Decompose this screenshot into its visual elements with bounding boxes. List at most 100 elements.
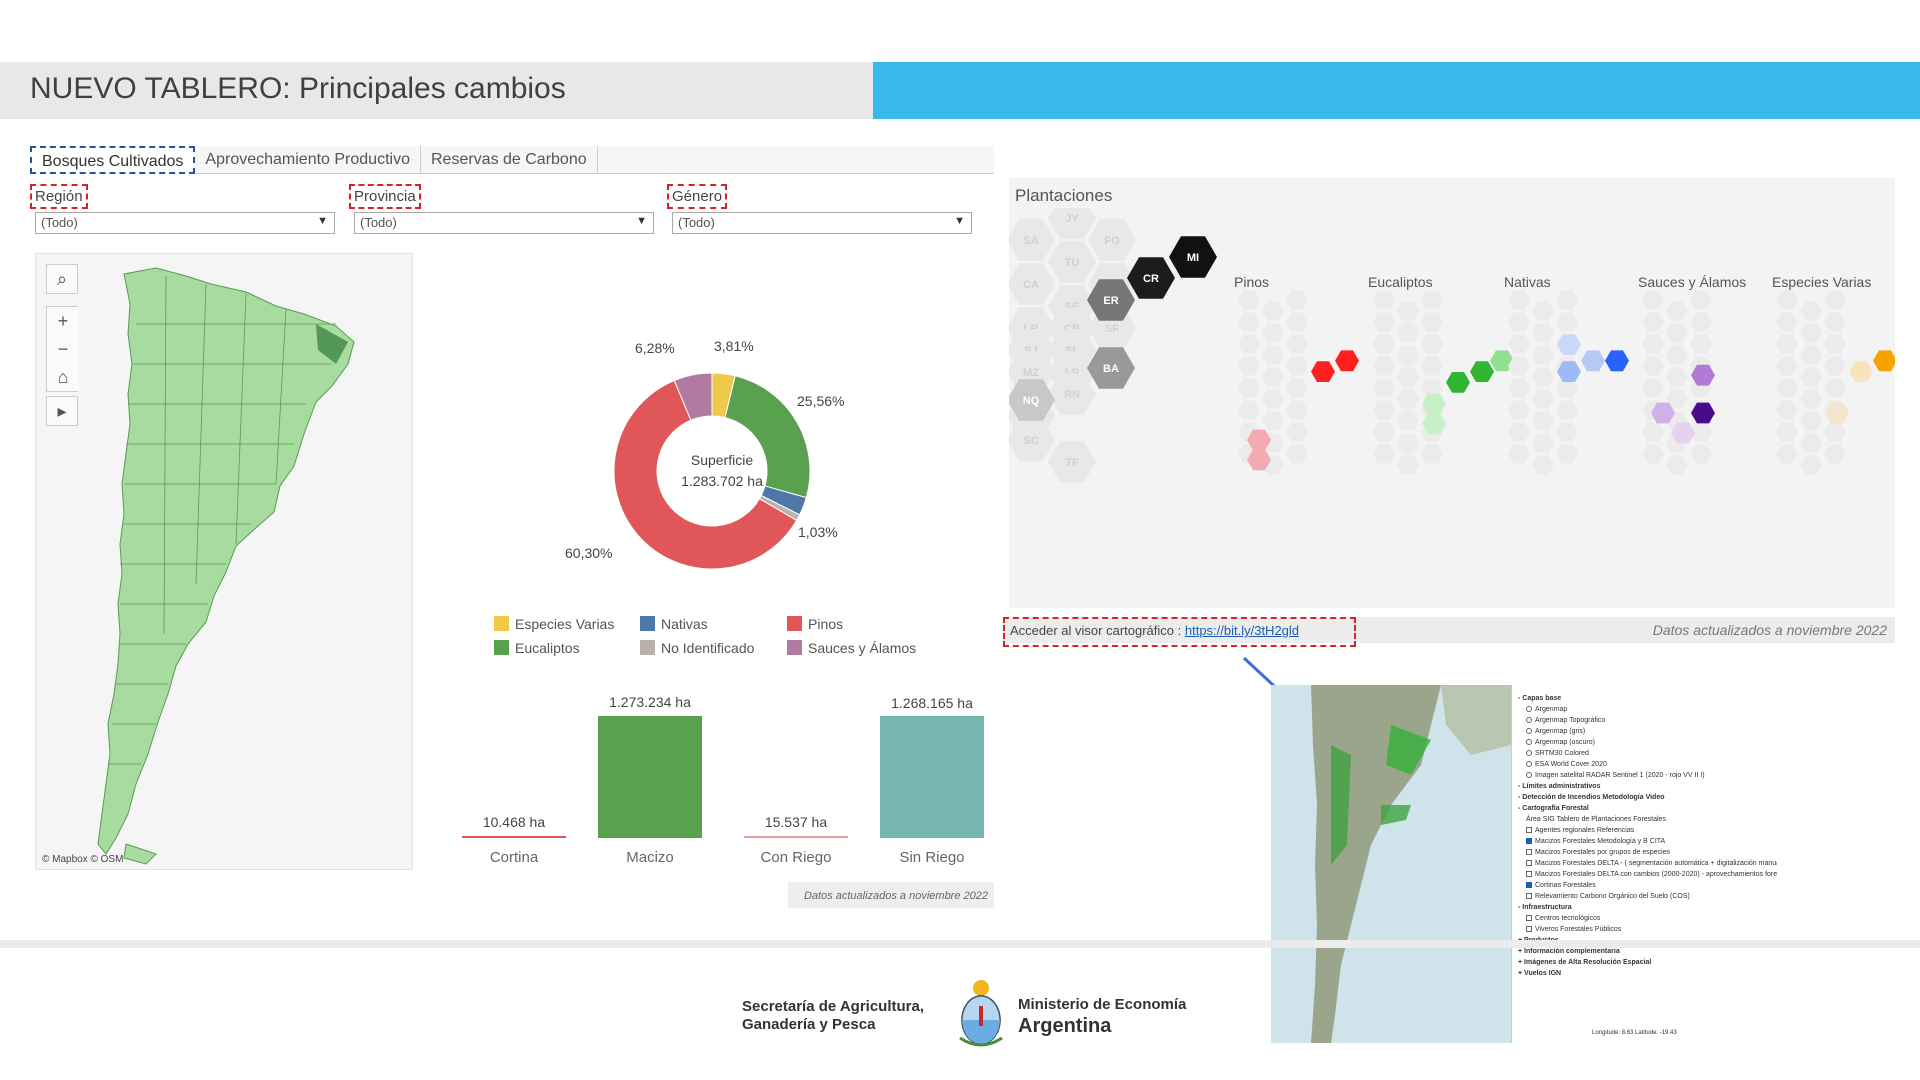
hex-cell[interactable] [1532, 323, 1554, 343]
hex-province-er[interactable] [1087, 279, 1135, 321]
zoom-in-icon[interactable]: + [47, 307, 79, 335]
hex-cell[interactable] [1421, 378, 1443, 398]
hex-cell[interactable] [1286, 444, 1308, 464]
tab-bosques-cultivados[interactable]: Bosques Cultivados [30, 146, 196, 174]
visor-link[interactable]: https://bit.ly/3tH2gld [1184, 623, 1300, 638]
hex-cell[interactable] [1776, 356, 1798, 376]
radio-icon[interactable] [1526, 761, 1532, 767]
checkbox-icon[interactable] [1526, 915, 1532, 921]
hex-cell[interactable] [1642, 356, 1664, 376]
hex-cell[interactable] [1397, 345, 1419, 365]
hex-cell[interactable] [1776, 444, 1798, 464]
visor-layer-item[interactable]: ESA World Cover 2020 [1518, 759, 1777, 770]
hex-cell-value[interactable] [1335, 350, 1359, 372]
hex-cell-value[interactable] [1557, 334, 1581, 355]
hex-cell[interactable] [1642, 290, 1664, 310]
hex-cell[interactable] [1238, 312, 1260, 332]
hex-cell-value[interactable] [1825, 402, 1849, 424]
hex-cell[interactable] [1373, 334, 1395, 354]
hex-cell[interactable] [1824, 422, 1846, 442]
hex-province-nq[interactable] [1009, 379, 1055, 421]
hex-cell-value[interactable] [1873, 350, 1895, 372]
hex-cell[interactable] [1690, 290, 1712, 310]
hex-cell[interactable] [1286, 290, 1308, 310]
hex-cell[interactable] [1508, 444, 1530, 464]
hex-cell[interactable] [1800, 433, 1822, 453]
tab-aprovechamiento-productivo[interactable]: Aprovechamiento Productivo [195, 146, 421, 174]
hex-cell[interactable] [1286, 334, 1308, 354]
hex-cell[interactable] [1666, 389, 1688, 409]
hex-cell-value[interactable] [1247, 429, 1271, 451]
hex-cell[interactable] [1508, 312, 1530, 332]
hex-province-faded[interactable] [1048, 208, 1096, 239]
hex-cell[interactable] [1373, 444, 1395, 464]
hex-cell-value[interactable] [1446, 372, 1470, 393]
hex-cell[interactable] [1262, 411, 1284, 431]
hex-province-faded[interactable] [1009, 419, 1055, 461]
search-icon[interactable]: ⌕ [46, 264, 78, 294]
visor-layer-item[interactable]: Macizos Forestales por grupos de especie… [1518, 847, 1777, 858]
hex-cell[interactable] [1262, 389, 1284, 409]
visor-layer-item[interactable]: Macizos Forestales DELTA con cambios (20… [1518, 869, 1777, 880]
play-icon[interactable]: ▸ [46, 396, 78, 426]
hex-cell[interactable] [1238, 378, 1260, 398]
hex-cell[interactable] [1690, 334, 1712, 354]
checkbox-icon[interactable] [1526, 849, 1532, 855]
donut-slice-eucaliptos[interactable] [724, 375, 811, 499]
visor-layer-item[interactable]: Relevamiento Carbono Orgánico del Suelo … [1518, 891, 1777, 902]
hex-cell[interactable] [1262, 345, 1284, 365]
hex-cell[interactable] [1508, 334, 1530, 354]
visor-layer-item[interactable]: Macizos Forestales Metodología y B CITA [1518, 836, 1777, 847]
hex-cell[interactable] [1373, 378, 1395, 398]
visor-section-head[interactable]: + Vuelos IGN [1518, 970, 1562, 977]
hex-cell[interactable] [1824, 334, 1846, 354]
hex-cell-value[interactable] [1581, 350, 1605, 372]
hex-cell[interactable] [1800, 345, 1822, 365]
visor-section-head[interactable]: - Cartografía Forestal [1518, 805, 1589, 812]
hex-cell[interactable] [1642, 444, 1664, 464]
hex-cell[interactable] [1421, 356, 1443, 376]
hex-cell[interactable] [1556, 312, 1578, 332]
visor-layer-item[interactable]: Centros tecnológicos [1518, 913, 1777, 924]
legend-item-eucaliptos[interactable]: Eucaliptos [494, 640, 580, 656]
hex-cell[interactable] [1421, 290, 1443, 310]
hex-cell[interactable] [1397, 389, 1419, 409]
hex-cell[interactable] [1824, 312, 1846, 332]
hex-cell[interactable] [1397, 301, 1419, 321]
hex-cell[interactable] [1532, 411, 1554, 431]
visor-section-head[interactable]: - Infraestructura [1518, 904, 1572, 911]
checkbox-icon[interactable] [1526, 860, 1532, 866]
radio-icon[interactable] [1526, 717, 1532, 723]
hex-cell[interactable] [1642, 334, 1664, 354]
visor-layer-item[interactable]: Argenmap Topográfico [1518, 715, 1777, 726]
hex-cell[interactable] [1824, 290, 1846, 310]
checkbox-icon[interactable] [1526, 893, 1532, 899]
legend-item-sauces-y-alamos[interactable]: Sauces y Álamos [787, 640, 916, 656]
radio-icon[interactable] [1526, 750, 1532, 756]
hex-cell[interactable] [1238, 290, 1260, 310]
hex-cell[interactable] [1508, 400, 1530, 420]
hex-cell[interactable] [1421, 444, 1443, 464]
hex-cell[interactable] [1238, 400, 1260, 420]
hex-cell-value[interactable] [1691, 402, 1715, 424]
hex-cell[interactable] [1800, 455, 1822, 475]
hex-province-ba[interactable] [1087, 347, 1135, 389]
hex-province-faded[interactable] [1048, 441, 1096, 483]
hex-province-faded[interactable] [1009, 219, 1055, 261]
hex-cell[interactable] [1556, 290, 1578, 310]
visor-layer-item[interactable]: SRTM30 Colored [1518, 748, 1777, 759]
hex-cell-value[interactable] [1691, 364, 1715, 386]
hex-cell[interactable] [1532, 389, 1554, 409]
hex-cell[interactable] [1824, 378, 1846, 398]
visor-layer-item[interactable]: Argenmap (oscuro) [1518, 737, 1777, 748]
visor-layer-item[interactable]: Agentes regionales Referencias [1518, 825, 1777, 836]
visor-section-head[interactable]: - Capas base [1518, 695, 1562, 702]
hex-cell[interactable] [1286, 312, 1308, 332]
checkbox-icon[interactable] [1526, 926, 1532, 932]
hex-cell[interactable] [1286, 400, 1308, 420]
visor-layer-item[interactable]: Cortinas Forestales [1518, 880, 1777, 891]
legend-item-pinos[interactable]: Pinos [787, 616, 843, 632]
hex-cell[interactable] [1800, 389, 1822, 409]
visor-layer-item[interactable]: Viveros Forestales Públicos [1518, 924, 1777, 935]
hex-cell[interactable] [1776, 400, 1798, 420]
